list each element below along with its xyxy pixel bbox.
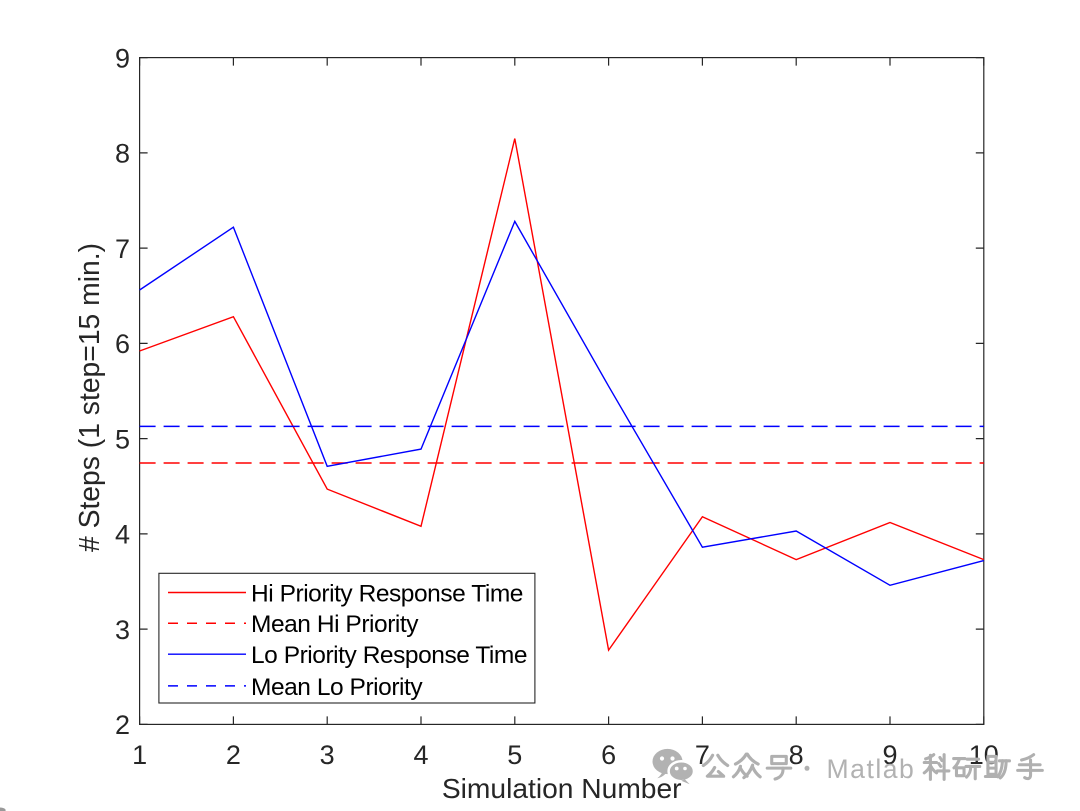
svg-text:5: 5 (507, 740, 522, 770)
svg-text:7: 7 (115, 234, 130, 264)
svg-text:1: 1 (132, 740, 147, 770)
svg-text:9: 9 (115, 43, 130, 73)
svg-text:2: 2 (115, 710, 130, 740)
svg-text:8: 8 (789, 740, 804, 770)
svg-text:9: 9 (882, 740, 897, 770)
svg-text:5: 5 (115, 424, 130, 454)
svg-text:# Steps (1 step=15 min.): # Steps (1 step=15 min.) (73, 243, 105, 552)
svg-text:Matlab: Matlab (827, 754, 916, 784)
svg-text:6: 6 (601, 740, 616, 770)
svg-text:8: 8 (115, 139, 130, 169)
svg-text:3: 3 (320, 740, 335, 770)
svg-text:6: 6 (115, 329, 130, 359)
svg-text:Lo Priority Response Time: Lo Priority Response Time (251, 642, 527, 669)
svg-text:4: 4 (115, 520, 130, 550)
svg-text:Simulation Number: Simulation Number (442, 772, 682, 804)
svg-text:3: 3 (115, 615, 130, 645)
svg-text:4: 4 (413, 740, 428, 770)
svg-text:Mean Hi Priority: Mean Hi Priority (251, 611, 419, 638)
svg-text:Hi Priority Response Time: Hi Priority Response Time (251, 580, 523, 607)
svg-text:2: 2 (226, 740, 241, 770)
svg-text:Mean Lo Priority: Mean Lo Priority (251, 674, 423, 701)
